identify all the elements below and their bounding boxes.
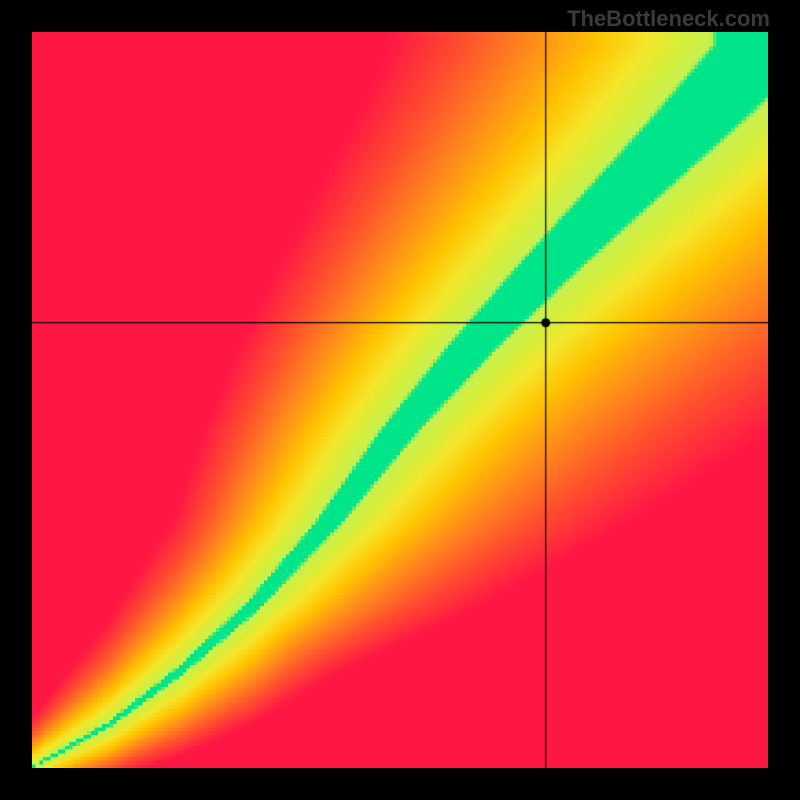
crosshair-overlay bbox=[0, 0, 800, 800]
watermark-text: TheBottleneck.com bbox=[567, 6, 770, 32]
chart-container: TheBottleneck.com bbox=[0, 0, 800, 800]
